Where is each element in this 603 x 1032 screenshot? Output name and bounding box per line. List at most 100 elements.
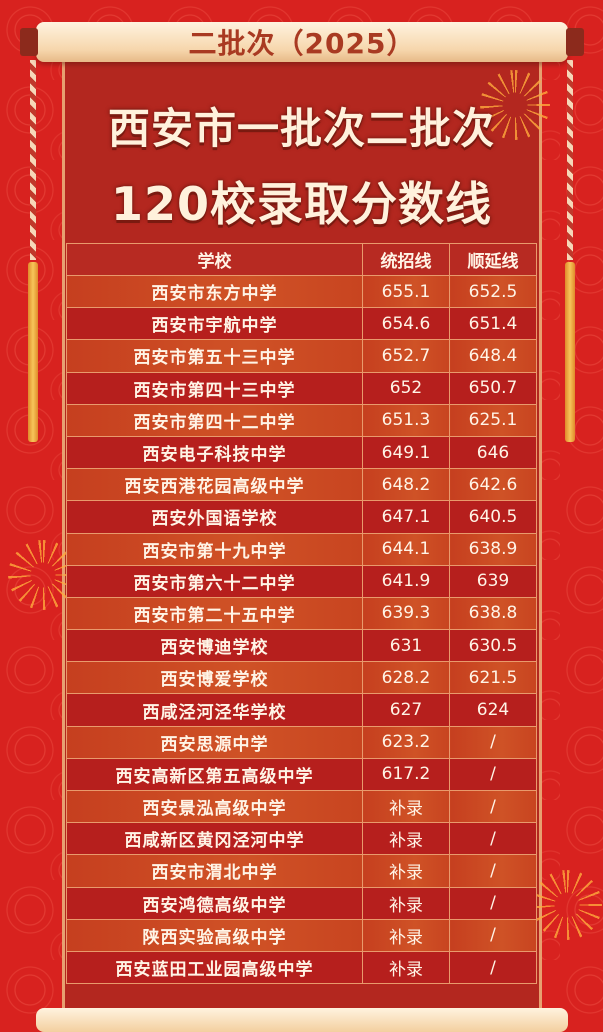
shunyan-cell: 625.1 [449,403,537,437]
firework-decoration [532,870,602,940]
table-row: 西安博迪学校 631 630.5 [66,629,537,663]
page-title-line2: 120校录取分数线 [110,177,493,231]
page-title-line1: 西安市一批次二批次 [107,104,495,153]
shunyan-cell: 638.8 [449,596,537,631]
school-cell: 西安蓝田工业园高级中学 [66,950,363,985]
header-tongzhao: 统招线 [362,243,450,276]
table-row: 西安蓝田工业园高级中学 补录 / [66,950,537,985]
school-cell: 西安市第五十三中学 [66,339,363,373]
table-row: 西安市第十九中学 644.1 638.9 [66,532,537,566]
tongzhao-cell: 631 [362,629,450,663]
shunyan-cell: 646 [449,435,537,470]
school-cell: 西安市第十九中学 [66,532,363,566]
school-cell: 西安市东方中学 [66,274,363,309]
table-row: 西安西港花园高级中学 648.2 642.6 [66,468,537,502]
left-tassel-decoration [28,262,38,442]
right-tassel-decoration [565,262,575,442]
shunyan-cell: 650.7 [449,371,537,405]
tongzhao-cell: 651.3 [362,403,450,437]
table-header-row: 学校 统招线 顺延线 [66,243,537,276]
tongzhao-cell: 补录 [362,886,450,920]
tongzhao-cell: 补录 [362,854,450,888]
tongzhao-cell: 627 [362,693,450,727]
right-rope-decoration [567,60,573,260]
table-row: 西安高新区第五高级中学 617.2/ [66,757,537,792]
shunyan-cell: 624 [449,693,537,727]
table-row: 西安市渭北中学 补录 / [66,854,537,888]
tongzhao-cell: 655.1 [362,274,450,309]
table-row: 西安思源中学 623.2/ [66,725,537,759]
tongzhao-cell: 652 [362,371,450,405]
shunyan-cell: / [449,725,537,759]
table-row: 西安市第四十二中学 651.3 625.1 [66,403,537,437]
tongzhao-cell: 641.9 [362,564,450,598]
tongzhao-cell: 628.2 [362,661,450,695]
table-row: 西安景泓高级中学 补录 / [66,789,537,824]
banner-scroll: 二批次（2025） [20,22,584,62]
tongzhao-cell: 补录 [362,918,450,952]
school-cell: 西安市宇航中学 [66,307,363,341]
shunyan-cell: / [449,886,537,920]
tongzhao-cell: 647.1 [362,500,450,534]
school-cell: 西安景泓高级中学 [66,789,363,824]
table-row: 西安电子科技中学 649.1 646 [66,435,537,470]
shunyan-cell: 640.5 [449,500,537,534]
school-cell: 西安市渭北中学 [66,854,363,888]
tongzhao-cell: 补录 [362,950,450,985]
shunyan-cell: 639 [449,564,537,598]
banner-label: 二批次（2025） [188,27,416,60]
school-cell: 西安鸿德高级中学 [66,886,363,920]
left-rope-decoration [30,60,36,260]
score-table: 学校 统招线 顺延线 西安市东方中学 655.1 652.5 西安市宇航中学 654.6… [66,243,537,985]
shunyan-cell: / [449,854,537,888]
table-row: 西安鸿德高级中学 补录 / [66,886,537,920]
school-cell: 西咸新区黄冈泾河中学 [66,822,363,856]
shunyan-cell: 652.5 [449,274,537,309]
table-row: 西安市第五十三中学 652.7 648.4 [66,339,537,373]
table-row: 西咸新区黄冈泾河中学 补录 / [66,822,537,856]
tongzhao-cell: 623.2 [362,725,450,759]
tongzhao-cell: 617.2 [362,757,450,792]
table-row: 西安外国语学校 647.1 640.5 [66,500,537,534]
table-row: 西安市宇航中学 654.6 651.4 [66,307,537,341]
school-cell: 西安电子科技中学 [66,435,363,470]
table-row: 陕西实验高级中学 补录 / [66,918,537,952]
school-cell: 西安思源中学 [66,725,363,759]
school-cell: 西安博迪学校 [66,629,363,663]
shunyan-cell: / [449,757,537,792]
bottom-scroll-roll [36,1008,568,1032]
school-cell: 陕西实验高级中学 [66,918,363,952]
header-school: 学校 [66,243,363,276]
tongzhao-cell: 652.7 [362,339,450,373]
tongzhao-cell: 639.3 [362,596,450,631]
tongzhao-cell: 补录 [362,789,450,824]
header-shunyan: 顺延线 [449,243,537,276]
tongzhao-cell: 649.1 [362,435,450,470]
shunyan-cell: 642.6 [449,468,537,502]
table-row: 西安市第四十三中学 652 650.7 [66,371,537,405]
table-row: 西咸泾河泾华学校 627 624 [66,693,537,727]
shunyan-cell: 621.5 [449,661,537,695]
shunyan-cell: 648.4 [449,339,537,373]
tongzhao-cell: 补录 [362,822,450,856]
school-cell: 西安外国语学校 [66,500,363,534]
school-cell: 西安市第六十二中学 [66,564,363,598]
shunyan-cell: 638.9 [449,532,537,566]
school-cell: 西咸泾河泾华学校 [66,693,363,727]
school-cell: 西安市第四十二中学 [66,403,363,437]
school-cell: 西安高新区第五高级中学 [66,757,363,792]
shunyan-cell: 630.5 [449,629,537,663]
table-row: 西安市第二十五中学 639.3 638.8 [66,596,537,631]
table-row: 西安市东方中学 655.1 652.5 [66,274,537,309]
table-row: 西安博爱学校 628.2 621.5 [66,661,537,695]
shunyan-cell: / [449,822,537,856]
school-cell: 西安市第二十五中学 [66,596,363,631]
tongzhao-cell: 644.1 [362,532,450,566]
table-row: 西安市第六十二中学 641.9 639 [66,564,537,598]
shunyan-cell: 651.4 [449,307,537,341]
school-cell: 西安市第四十三中学 [66,371,363,405]
school-cell: 西安博爱学校 [66,661,363,695]
shunyan-cell: / [449,950,537,985]
tongzhao-cell: 648.2 [362,468,450,502]
firework-decoration [480,70,550,140]
